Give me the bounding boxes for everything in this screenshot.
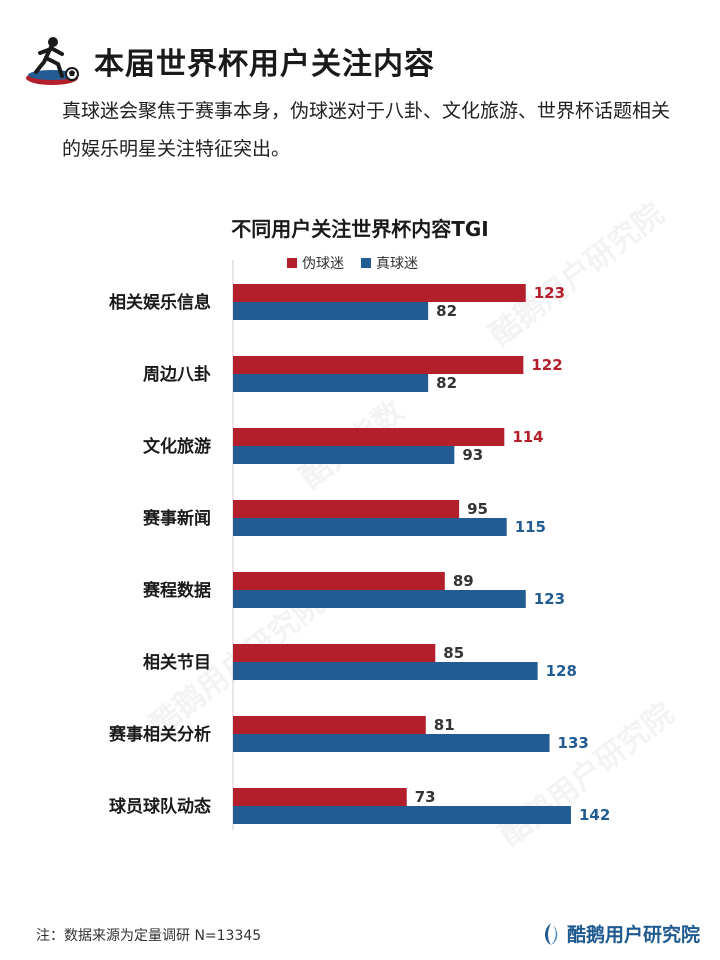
bar-real-fans (233, 806, 571, 824)
value-label: 93 (462, 446, 483, 464)
category-label: 相关节目 (143, 652, 211, 673)
value-label: 95 (467, 500, 488, 518)
category-label: 赛事新闻 (142, 508, 211, 529)
bar-fake-fans (233, 284, 526, 302)
bar-real-fans (233, 302, 429, 320)
brand: 酷鹅用户研究院 (539, 920, 700, 947)
bar-fake-fans (233, 716, 426, 734)
footnote: 注：数据来源为定量调研 N=13345 (36, 928, 262, 944)
legend-label-1: 伪球迷 (302, 256, 344, 272)
value-label: 85 (443, 644, 464, 662)
brand-name: 酷鹅用户研究院 (566, 924, 700, 946)
intro-text: 真球迷会聚焦于赛事本身，伪球迷对于八卦、文化旅游、世界杯话题相关的娱乐明星关注特… (62, 100, 671, 160)
category-label: 相关娱乐信息 (109, 292, 211, 313)
bar-real-fans (233, 662, 538, 680)
legend-label-2: 真球迷 (376, 256, 418, 272)
bar-real-fans (233, 590, 526, 608)
category-label: 赛程数据 (142, 580, 211, 601)
bar-fake-fans (233, 572, 445, 590)
legend-swatch-1 (287, 258, 297, 268)
bar-real-fans (233, 446, 455, 464)
value-label: 82 (436, 302, 457, 320)
bar-fake-fans (233, 428, 505, 446)
page-header: 本届世界杯用户关注内容 (22, 34, 435, 88)
value-label: 82 (436, 374, 457, 392)
bar-fake-fans (233, 356, 524, 374)
bar-real-fans (233, 374, 429, 392)
category-label: 周边八卦 (143, 365, 211, 385)
bar-fake-fans (233, 500, 460, 518)
bar-real-fans (233, 734, 550, 752)
value-label: 73 (415, 788, 436, 806)
category-label: 文化旅游 (143, 436, 211, 457)
bar-fake-fans (233, 788, 407, 806)
value-label: 123 (534, 590, 565, 608)
value-label: 89 (453, 572, 474, 590)
legend-swatch-2 (361, 258, 371, 268)
value-label: 123 (534, 284, 565, 302)
value-label: 115 (515, 518, 546, 536)
value-label: 81 (434, 716, 455, 734)
category-label: 赛事相关分析 (108, 724, 211, 745)
value-label: 114 (512, 428, 543, 446)
value-label: 142 (579, 806, 610, 824)
page-title: 本届世界杯用户关注内容 (94, 47, 435, 82)
category-label: 球员球队动态 (109, 796, 211, 817)
value-label: 128 (546, 662, 577, 680)
value-label: 122 (531, 356, 562, 374)
value-label: 133 (558, 734, 589, 752)
brand-logo-icon (544, 922, 558, 945)
bar-real-fans (233, 518, 507, 536)
chart-title: 不同用户关注世界杯内容TGI (231, 217, 489, 241)
bar-fake-fans (233, 644, 436, 662)
soccer-player-icon (26, 37, 79, 85)
